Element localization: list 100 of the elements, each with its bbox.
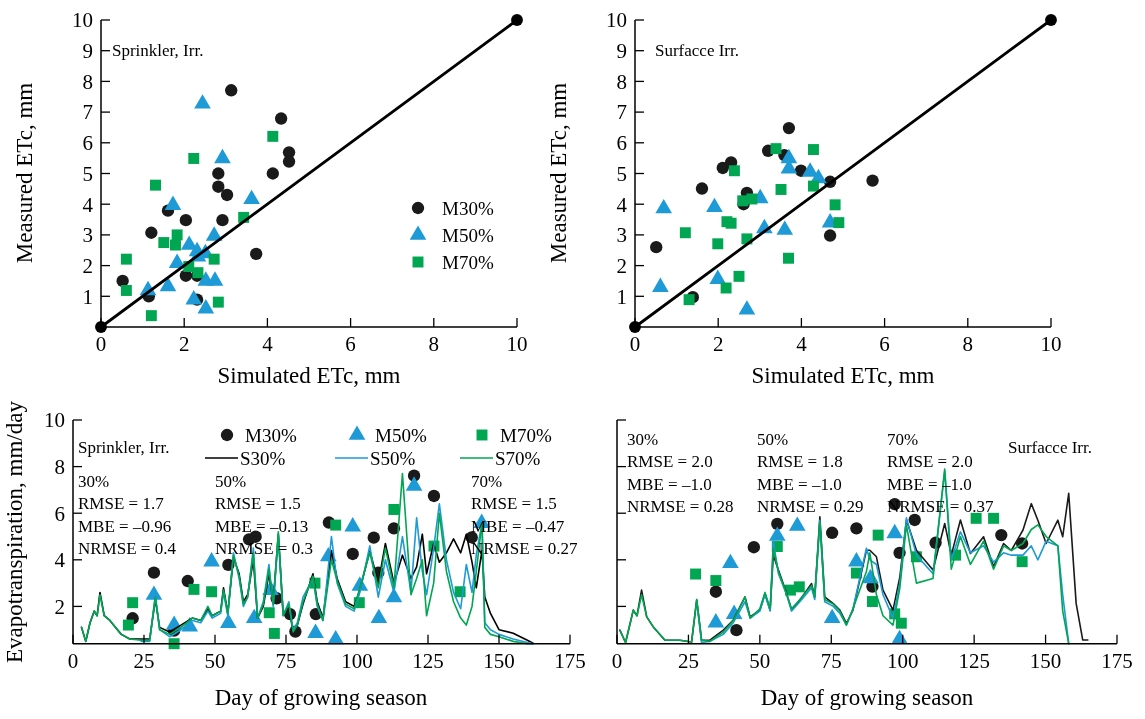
x-tick-label: 6: [345, 332, 356, 356]
point: [793, 581, 805, 593]
legend-label: S70%: [495, 447, 541, 469]
point: [147, 566, 161, 579]
y-tick-label: 10: [606, 8, 627, 33]
point: [775, 183, 787, 195]
annotation: 30% RMSE = 2.0 MBE = –1.0 NRMSE = 0.28: [627, 429, 734, 517]
point: [807, 144, 819, 156]
y-tick-label: 2: [82, 253, 93, 278]
point: [866, 174, 879, 187]
x-tick-label: 0: [67, 648, 79, 673]
y-tick-label: 10: [72, 8, 93, 33]
point: [171, 229, 183, 241]
point: [720, 282, 732, 294]
x-tick-label: 175: [554, 648, 586, 673]
x-axis-title: Simulated ETc, mm: [217, 363, 401, 388]
y-tick-label: 4: [54, 548, 66, 573]
legend-label: M50%: [375, 424, 427, 446]
point: [367, 531, 380, 544]
y-tick-label: 9: [616, 39, 627, 64]
point: [120, 253, 132, 265]
x-tick-label: 0: [95, 332, 107, 356]
text: Sprinkler, Irr.: [78, 437, 170, 457]
point: [690, 568, 702, 580]
x-tick-label: 10: [506, 332, 528, 356]
x-tick-label: 0: [629, 332, 641, 356]
point: [733, 270, 745, 282]
point: [1045, 14, 1057, 26]
y-axis-title: Evapotranspiration, mm/day: [2, 400, 27, 663]
point: [169, 239, 181, 251]
x-tick-label: 8: [428, 332, 440, 356]
x-tick-label: 50: [204, 648, 226, 673]
point: [709, 585, 723, 598]
x-tick-label: 6: [879, 332, 890, 356]
point: [188, 152, 200, 164]
y-tick-label: 6: [616, 131, 627, 156]
point: [188, 583, 200, 595]
y-tick-label: 2: [54, 594, 65, 619]
x-tick-label: 10: [1040, 332, 1062, 356]
point: [1016, 556, 1028, 568]
point: [346, 547, 359, 561]
point: [266, 167, 279, 180]
point: [782, 121, 796, 135]
point: [833, 217, 845, 229]
point: [282, 155, 296, 168]
y-tick-label: 10: [44, 408, 65, 433]
point: [850, 522, 863, 535]
y-tick-label: 5: [82, 161, 93, 186]
point: [872, 529, 884, 541]
point: [145, 310, 157, 322]
legend-label: S30%: [240, 447, 286, 469]
x-tick-label: 75: [820, 648, 842, 673]
point: [122, 619, 134, 631]
x-tick-label: 100: [341, 648, 373, 673]
y-tick-label: 8: [616, 69, 627, 94]
point: [388, 504, 400, 515]
x-tick-label: 0: [611, 648, 623, 673]
y-tick-label: 8: [82, 69, 93, 94]
x-tick-label: 25: [677, 648, 699, 673]
point: [168, 638, 180, 650]
point: [683, 294, 695, 306]
point: [988, 512, 1000, 524]
x-tick-label: 50: [749, 648, 771, 673]
annotation: 30% RMSE = 1.7 MBE = –0.96 NRMSE = 0.4: [78, 471, 177, 559]
x-tick-label: 8: [962, 332, 974, 356]
y-tick-label: 8: [54, 454, 65, 479]
point: [120, 284, 132, 296]
point: [710, 575, 722, 587]
y-tick-label: 7: [616, 100, 627, 125]
point: [712, 238, 724, 250]
x-tick-label: 4: [262, 332, 274, 356]
y-tick-label: 2: [616, 253, 627, 278]
x-tick-label: 125: [958, 648, 990, 673]
x-tick-label: 150: [483, 648, 515, 673]
point: [728, 165, 740, 177]
point: [150, 179, 161, 191]
point: [829, 199, 841, 211]
y-tick-label: 3: [82, 223, 93, 248]
point: [511, 14, 523, 26]
point: [249, 530, 262, 543]
legend-label: M70%: [442, 251, 494, 273]
y-tick-label: 6: [82, 131, 93, 156]
x-tick-label: 75: [275, 648, 297, 673]
legend-label: M50%: [442, 224, 494, 246]
point: [908, 513, 921, 527]
legend-label: M70%: [500, 424, 552, 446]
point: [127, 597, 139, 609]
point: [825, 526, 839, 539]
point: [650, 241, 663, 254]
y-tick-label: 5: [616, 161, 627, 186]
point: [268, 627, 280, 639]
point: [267, 130, 279, 142]
text: Surfacce Irr.: [655, 40, 740, 60]
point: [783, 252, 794, 264]
y-tick-label: 1: [616, 284, 627, 309]
y-tick-label: 9: [82, 39, 93, 64]
point: [145, 226, 158, 239]
point: [730, 624, 743, 637]
point: [725, 217, 737, 229]
text: Sprinkler, Irr.: [112, 40, 204, 60]
